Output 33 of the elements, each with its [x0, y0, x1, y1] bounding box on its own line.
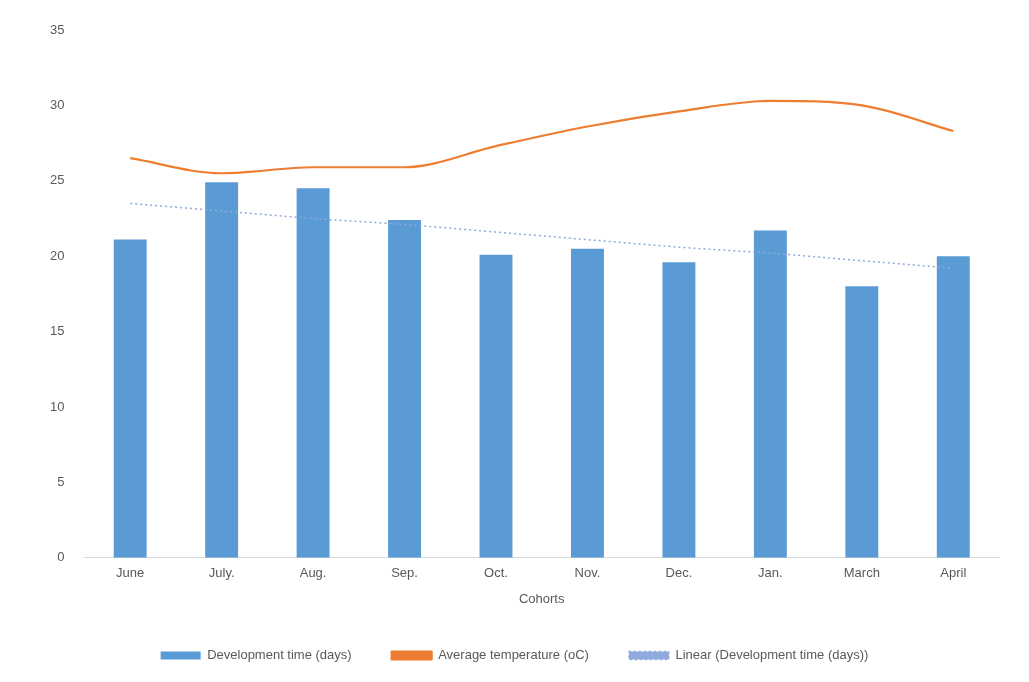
legend-label: Development time (days) — [207, 647, 352, 663]
legend-label: Linear (Development time (days)) — [675, 647, 869, 663]
bar — [845, 286, 879, 558]
x-tick-label: Nov. — [574, 565, 601, 581]
x-axis-title: Cohorts — [518, 590, 565, 606]
bar — [205, 182, 239, 558]
legend-label: Average temperature (oC) — [438, 647, 589, 663]
y-tick-label: 35 — [49, 21, 65, 37]
y-tick-label: 5 — [57, 473, 65, 489]
x-tick-label: Oct. — [484, 565, 508, 581]
bar — [936, 256, 970, 558]
x-tick-label: Sep. — [391, 565, 418, 581]
x-tick-label: July. — [208, 565, 235, 581]
bar — [296, 188, 330, 558]
bar — [113, 239, 147, 558]
x-tick-label: March — [843, 565, 880, 581]
bar — [662, 262, 696, 558]
x-tick-label: April — [940, 565, 967, 581]
x-tick-label: Jan. — [758, 565, 783, 581]
y-tick-label: 30 — [49, 96, 65, 112]
x-tick-label: June — [116, 565, 145, 581]
y-tick-label: 15 — [49, 323, 65, 339]
y-tick-label: 0 — [57, 549, 65, 565]
bar — [571, 248, 604, 558]
y-tick-label: 20 — [49, 247, 65, 263]
x-tick-label: Dec. — [665, 565, 693, 581]
bar — [388, 220, 422, 558]
x-tick-label: Aug. — [299, 565, 327, 581]
y-tick-label: 25 — [49, 172, 65, 188]
bar — [753, 230, 787, 558]
bar — [479, 254, 513, 558]
line-series — [129, 99, 955, 175]
y-tick-label: 10 — [49, 398, 65, 414]
